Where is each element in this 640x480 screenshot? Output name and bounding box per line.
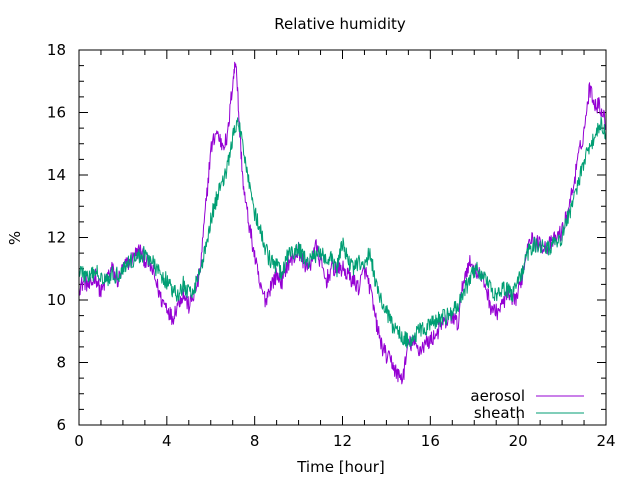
- y-tick-label: 16: [47, 104, 66, 122]
- x-tick-label: 12: [333, 432, 352, 450]
- y-tick-label: 12: [47, 229, 66, 247]
- x-tick-label: 0: [74, 432, 84, 450]
- legend-label-aerosol: aerosol: [470, 387, 525, 405]
- x-tick-label: 20: [509, 432, 528, 450]
- plot-frame: [78, 49, 607, 426]
- series-layer: [78, 61, 607, 385]
- y-tick-label: 14: [47, 166, 66, 184]
- x-tick-label: 4: [162, 432, 172, 450]
- y-tick-label: 8: [56, 354, 66, 372]
- y-axis-label: %: [6, 231, 24, 245]
- x-tick-label: 16: [421, 432, 440, 450]
- y-tick-label: 18: [47, 41, 66, 59]
- y-tick-label: 6: [56, 416, 66, 434]
- x-axis-label: Time [hour]: [296, 458, 385, 476]
- y-tick-label: 10: [47, 291, 66, 309]
- legend-label-sheath: sheath: [474, 404, 525, 422]
- series-line-aerosol: [78, 61, 607, 385]
- tick-layer: 0 4 8 12 16 20 24 6 8 10 12 14 16 18: [47, 41, 616, 450]
- series-line-sheath: [78, 116, 607, 349]
- x-tick-label: 8: [250, 432, 260, 450]
- chart-title: Relative humidity: [274, 15, 406, 33]
- x-tick-label: 24: [596, 432, 615, 450]
